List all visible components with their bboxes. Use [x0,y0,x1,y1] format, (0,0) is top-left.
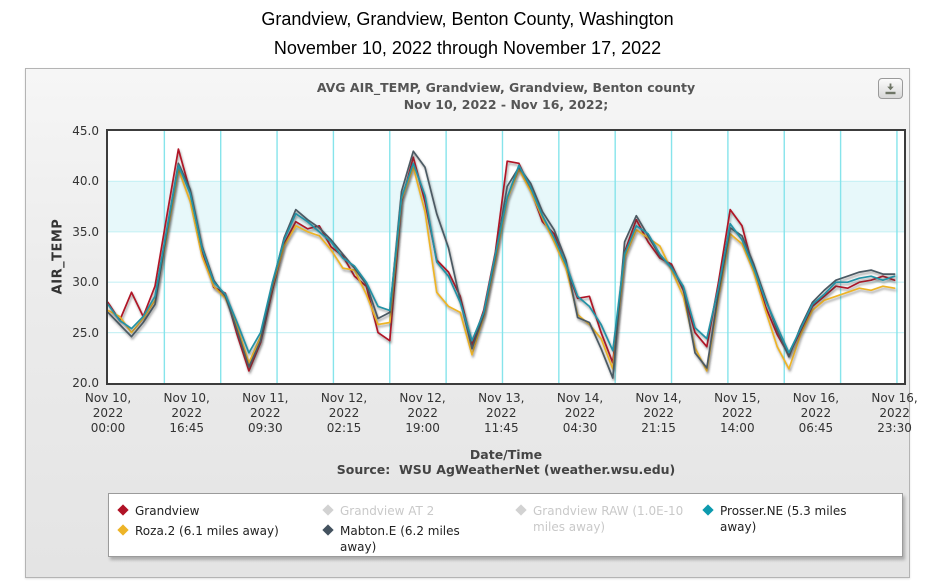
x-axis-label: Nov 11, 2022 09:30 [242,391,289,435]
series-line [108,148,896,372]
y-axis-label: 30.0 [72,275,99,290]
legend-label: Mabton.E (6.2 miles away) [340,524,460,554]
x-axis-label: Nov 14, 2022 21:15 [635,391,682,435]
chart-title: AVG AIR_TEMP, Grandview, Grandview, Bent… [316,80,696,95]
diamond-marker-icon [702,504,714,516]
diamond-marker-icon [117,524,129,536]
x-axis-title: Date/Time [469,447,543,462]
legend-column: Grandview AT 2 Mabton.E (6.2 miles away) [322,503,517,556]
x-axis-label: Nov 10, 2022 00:00 [84,391,132,435]
series-line [108,162,896,354]
y-axis-label: 35.0 [72,224,99,239]
page-title: Grandview, Grandview, Benton County, Was… [261,9,674,29]
legend-column: Prosser.NE (5.3 miles away) [702,503,902,556]
x-axis-label: Nov 12, 2022 19:00 [399,391,446,435]
x-axis-labels: Nov 10, 2022 00:00 Nov 10, 2022 16:45 Nov 11, 2… [85,391,918,439]
source-caption: Source: WSU AgWeatherNet (weather.wsu.ed… [336,462,676,477]
chart-subtitle: Nov 10, 2022 - Nov 16, 2022; [403,97,609,112]
x-axis-label: Nov 13, 2022 11:45 [478,391,525,435]
legend-item[interactable]: Mabton.E (6.2 miles away) [322,523,517,555]
chart-panel: AVG AIR_TEMP, Grandview, Grandview, Bent… [25,68,918,578]
export-chart-button[interactable] [878,78,903,99]
x-axis-label: Nov 16, 2022 06:45 [792,391,840,435]
plot-area [106,129,906,385]
legend-label: Grandview AT 2 [340,504,435,518]
y-axis-label: 25.0 [72,325,99,340]
x-axis-label: Nov 10, 2022 16:45 [163,391,210,435]
x-axis-label: Nov 14, 2022 04:30 [556,391,604,435]
diamond-marker-icon [322,504,334,516]
page-subtitle: November 10, 2022 through November 17, 2… [273,38,662,58]
legend-item[interactable]: Roza.2 (6.1 miles away) [117,523,324,539]
x-axis-label: Nov 15, 2022 14:00 [714,391,761,435]
legend-item[interactable]: Grandview AT 2 [322,503,517,519]
download-icon [885,83,896,94]
y-axis-label: 40.0 [72,174,99,189]
legend-label: Roza.2 (6.1 miles away) [135,524,279,538]
diamond-marker-icon [117,504,129,516]
x-axis-label: Nov 16, 2022 23:30 [871,391,918,435]
legend-label: Grandview RAW (1.0E-10 miles away) [533,504,684,534]
diamond-marker-icon [322,524,334,536]
legend-column: Grandview Roza.2 (6.1 miles away) [117,503,324,556]
legend-item[interactable]: Grandview [117,503,324,519]
legend-column: Grandview RAW (1.0E-10 miles away) [515,503,704,556]
diamond-marker-icon [515,504,527,516]
plot-svg [108,131,904,383]
y-axis-label: 20.0 [72,376,99,390]
x-axis-label: Nov 12, 2022 02:15 [320,391,368,435]
legend-label: Grandview [135,504,200,518]
y-axis-labels: 45.0 40.0 35.0 30.0 25.0 20.0 [54,124,104,390]
legend-label: Prosser.NE (5.3 miles away) [720,504,847,534]
legend: Grandview Roza.2 (6.1 miles away) Grandvie… [108,493,903,557]
legend-item[interactable]: Grandview RAW (1.0E-10 miles away) [515,503,704,535]
y-axis-label: 45.0 [72,124,99,138]
legend-item[interactable]: Prosser.NE (5.3 miles away) [702,503,902,535]
